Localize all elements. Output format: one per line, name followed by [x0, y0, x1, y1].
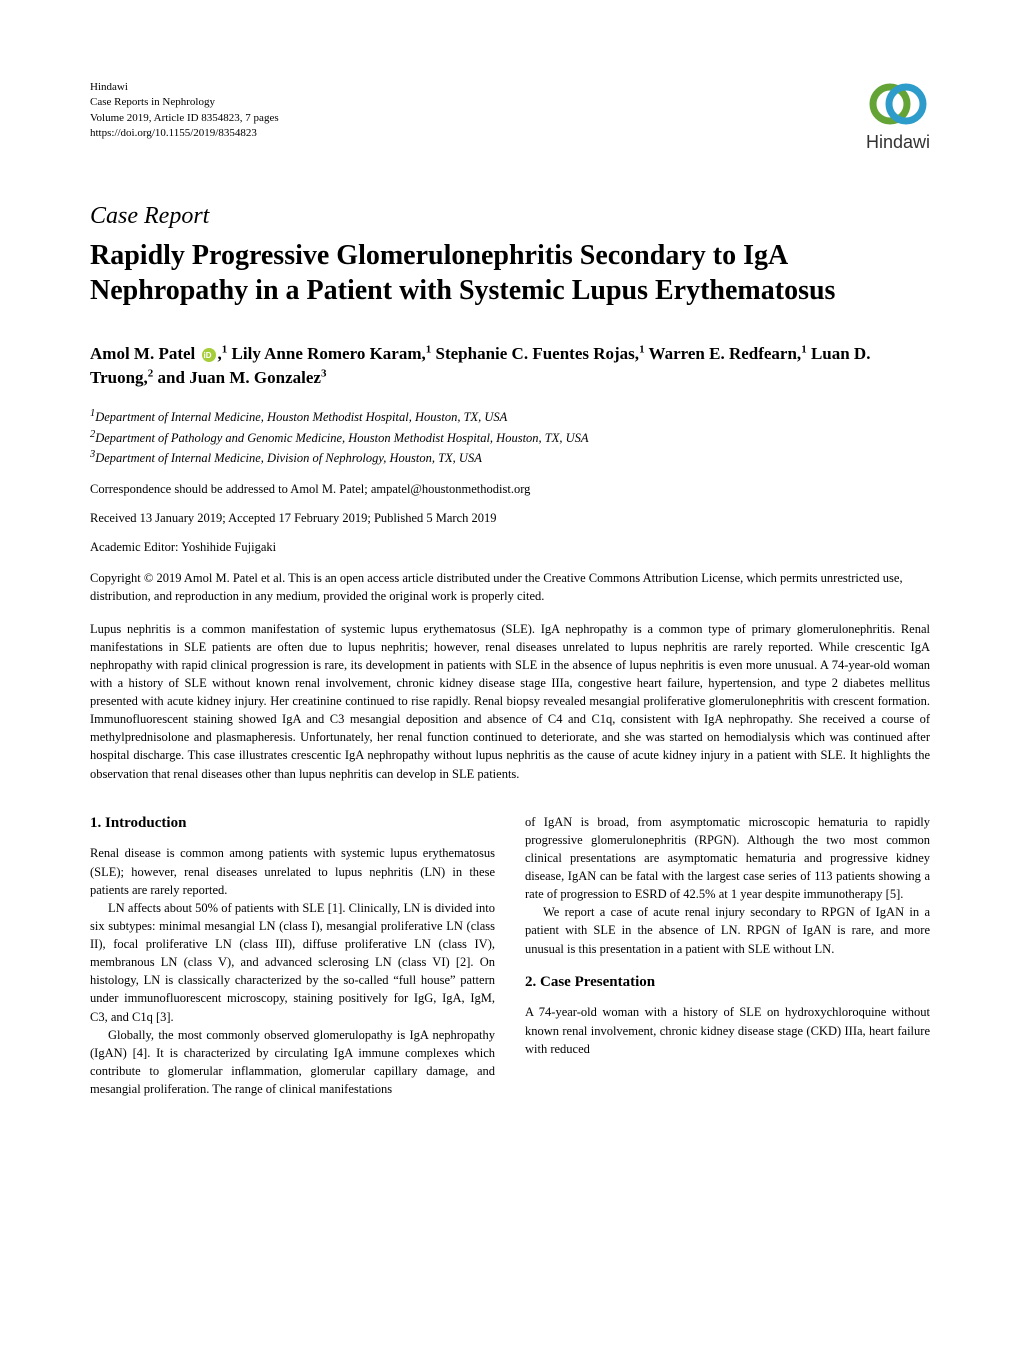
- correspondence: Correspondence should be addressed to Am…: [90, 482, 930, 497]
- affiliation-3: 3Department of Internal Medicine, Divisi…: [90, 447, 930, 468]
- article-type: Case Report: [90, 203, 930, 230]
- publisher-logo-text: Hindawi: [866, 132, 930, 153]
- author-6: and Juan M. Gonzalez: [158, 368, 321, 387]
- journal-name: Case Reports in Nephrology: [90, 95, 279, 110]
- copyright-notice: Copyright © 2019 Amol M. Patel et al. Th…: [90, 569, 930, 605]
- publisher-logo: Hindawi: [866, 80, 930, 153]
- author-3: Stephanie C. Fuentes Rojas,: [436, 344, 640, 363]
- author-2-aff: 1: [426, 343, 432, 355]
- author-4: Warren E. Redfearn,: [649, 344, 802, 363]
- author-2: Lily Anne Romero Karam,: [232, 344, 426, 363]
- doi-link[interactable]: https://doi.org/10.1155/2019/8354823: [90, 126, 279, 141]
- case-paragraph-1: A 74-year-old woman with a history of SL…: [525, 1003, 930, 1057]
- orcid-icon[interactable]: [202, 348, 216, 362]
- header: Hindawi Case Reports in Nephrology Volum…: [90, 80, 930, 153]
- author-5-aff: 2: [148, 367, 154, 379]
- column-right: of IgAN is broad, from asymptomatic micr…: [525, 813, 930, 1099]
- abstract: Lupus nephritis is a common manifestatio…: [90, 620, 930, 783]
- affiliation-1: 1Department of Internal Medicine, Housto…: [90, 406, 930, 427]
- section-heading-introduction: 1. Introduction: [90, 813, 495, 835]
- authors-list: Amol M. Patel ,1 Lily Anne Romero Karam,…: [90, 342, 930, 390]
- author-4-aff: 1: [801, 343, 807, 355]
- section-heading-case: 2. Case Presentation: [525, 972, 930, 994]
- hindawi-logo-icon: [868, 80, 928, 128]
- col2-paragraph-2: We report a case of acute renal injury s…: [525, 903, 930, 957]
- body-columns: 1. Introduction Renal disease is common …: [90, 813, 930, 1099]
- academic-editor: Academic Editor: Yoshihide Fujigaki: [90, 540, 930, 555]
- column-left: 1. Introduction Renal disease is common …: [90, 813, 495, 1099]
- publisher-name: Hindawi: [90, 80, 279, 95]
- publication-dates: Received 13 January 2019; Accepted 17 Fe…: [90, 511, 930, 526]
- author-6-aff: 3: [321, 367, 327, 379]
- author-3-aff: 1: [639, 343, 645, 355]
- intro-paragraph-3: Globally, the most commonly observed glo…: [90, 1026, 495, 1099]
- affiliation-2: 2Department of Pathology and Genomic Med…: [90, 427, 930, 448]
- author-1: Amol M. Patel: [90, 344, 195, 363]
- affiliations: 1Department of Internal Medicine, Housto…: [90, 406, 930, 469]
- journal-volume: Volume 2019, Article ID 8354823, 7 pages: [90, 111, 279, 126]
- author-1-aff: 1: [222, 343, 228, 355]
- col2-paragraph-1: of IgAN is broad, from asymptomatic micr…: [525, 813, 930, 904]
- intro-paragraph-2: LN affects about 50% of patients with SL…: [90, 899, 495, 1026]
- journal-info: Hindawi Case Reports in Nephrology Volum…: [90, 80, 279, 142]
- intro-paragraph-1: Renal disease is common among patients w…: [90, 844, 495, 898]
- article-title: Rapidly Progressive Glomerulonephritis S…: [90, 238, 930, 308]
